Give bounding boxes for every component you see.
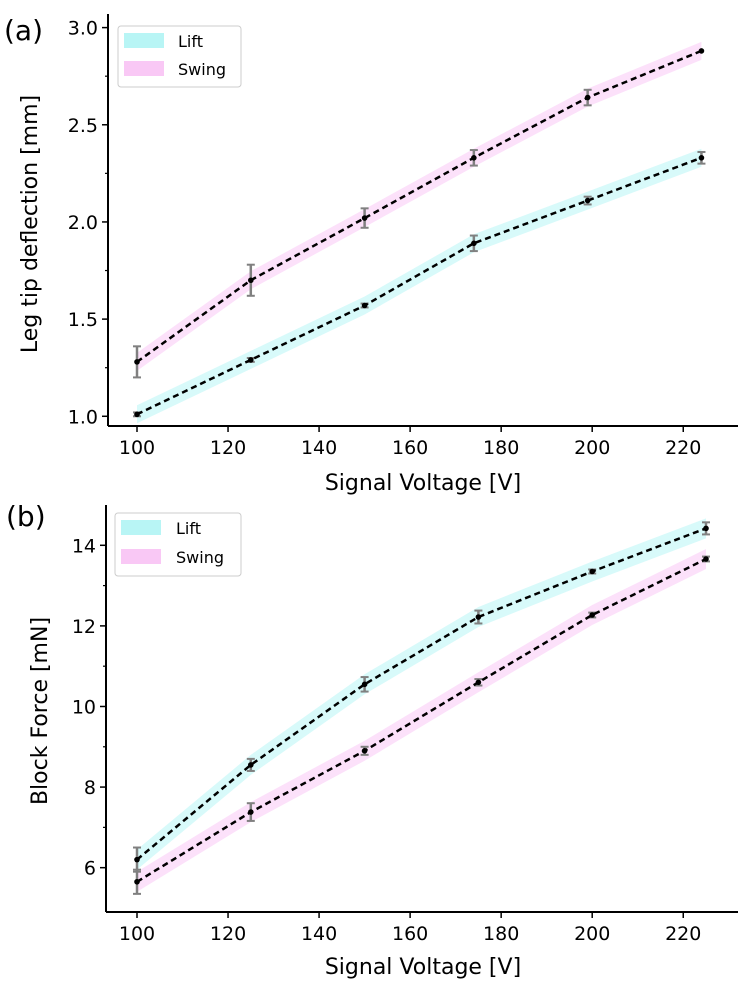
point-swing [248, 809, 254, 815]
point-lift [248, 357, 254, 363]
y-tick-label: 1.0 [68, 406, 98, 428]
x-tick-label: 140 [301, 923, 337, 945]
y-tick-label: 10 [72, 696, 96, 718]
x-tick-label: 220 [665, 437, 701, 459]
y-tick-label: 3.0 [68, 18, 98, 40]
band-lift [137, 148, 702, 424]
point-lift [475, 614, 482, 620]
point-lift [248, 762, 254, 768]
ticks-b: 100 120 140 160 180 200 220 6 8 10 12 14 [72, 535, 702, 945]
panel-b: (b) 100 120 140 160 180 200 220 6 8 10 12 14 Signal… [6, 500, 738, 980]
y-tick-label: 6 [84, 858, 96, 880]
x-tick-label: 100 [119, 923, 155, 945]
point-swing [361, 215, 368, 221]
legend-b-text-swing: Swing [176, 548, 224, 567]
y-tick-label: 8 [84, 777, 96, 799]
y-tick-label: 1.5 [68, 309, 98, 331]
x-tick-label: 160 [392, 437, 428, 459]
point-swing [134, 359, 140, 365]
lines-b [133, 521, 710, 895]
line-swing [136, 49, 702, 363]
y-tick-label: 2.5 [68, 115, 98, 137]
panel-b-ylabel: Block Force [mN] [28, 617, 53, 805]
y-tick-label: 2.0 [68, 212, 98, 234]
band-swing [137, 549, 706, 892]
lines-a [133, 48, 706, 418]
line-swing [136, 557, 707, 883]
point-lift [134, 856, 140, 863]
x-tick-label: 120 [210, 437, 246, 459]
x-tick-label: 140 [301, 437, 337, 459]
bands-a [137, 41, 702, 424]
panel-a-ylabel: Leg tip deflection [mm] [18, 95, 43, 353]
point-swing [698, 48, 705, 54]
point-swing [475, 679, 482, 686]
point-swing [584, 94, 591, 101]
legend-a: Lift Swing [117, 25, 242, 88]
panel-a: (a) 100 120 140 160 180 200 220 1.0 1.5 2.0 2.5 3.0… [4, 14, 738, 496]
point-lift [584, 197, 591, 204]
y-tick-label: 12 [72, 616, 96, 638]
point-lift [589, 568, 595, 575]
x-tick-label: 200 [574, 923, 610, 945]
legend-b-swatch-lift [121, 520, 161, 535]
point-swing [361, 748, 368, 754]
x-tick-label: 100 [119, 437, 155, 459]
point-swing [703, 556, 709, 562]
point-lift [698, 155, 705, 161]
band-swing [137, 41, 702, 371]
legend-a-swatch-lift [124, 33, 164, 48]
x-tick-label: 180 [483, 923, 519, 945]
bands-b [137, 518, 706, 892]
point-swing [248, 277, 254, 284]
point-lift [703, 525, 709, 532]
x-tick-label: 200 [574, 437, 610, 459]
legend-b-text-lift: Lift [176, 519, 201, 538]
line-lift [136, 527, 707, 861]
point-lift [361, 681, 368, 688]
band-lift [137, 518, 706, 870]
panel-a-xlabel: Signal Voltage [V] [325, 471, 521, 496]
y-tick-label: 14 [72, 535, 96, 557]
legend-b: Lift Swing [114, 512, 242, 577]
point-swing [589, 612, 595, 618]
legend-a-swatch-swing [124, 61, 164, 76]
axes-a [107, 14, 738, 427]
ticks-a: 100 120 140 160 180 200 220 1.0 1.5 2.0 2.5 3.0 [68, 18, 702, 459]
legend-a-text-swing: Swing [178, 60, 226, 79]
point-lift [361, 302, 368, 309]
legend-a-text-lift: Lift [178, 32, 203, 51]
x-tick-label: 180 [483, 437, 519, 459]
x-tick-label: 160 [392, 923, 428, 945]
x-tick-label: 220 [665, 923, 701, 945]
panel-b-label: (b) [6, 500, 46, 533]
line-lift [136, 156, 702, 416]
point-swing [471, 155, 477, 161]
panel-a-label: (a) [4, 14, 43, 47]
axes-b [105, 505, 738, 913]
point-lift [471, 240, 477, 247]
x-tick-label: 120 [210, 923, 246, 945]
point-swing [134, 878, 140, 885]
legend-b-swatch-swing [121, 549, 161, 564]
panel-b-xlabel: Signal Voltage [V] [325, 955, 521, 980]
point-lift [134, 411, 140, 418]
